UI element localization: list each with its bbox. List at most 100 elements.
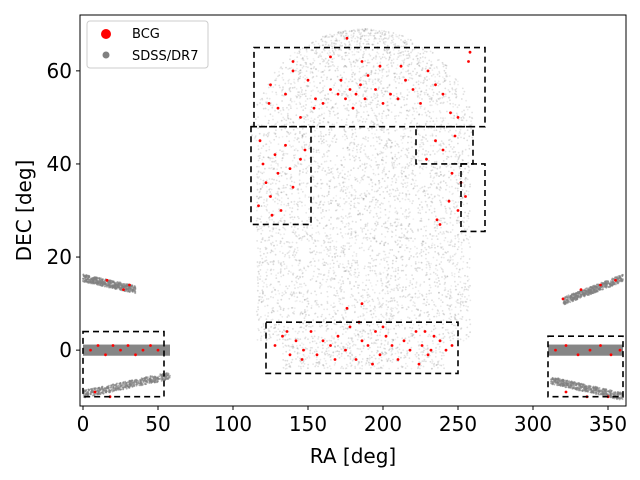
sdss-point	[357, 94, 360, 97]
sdss-point	[341, 222, 344, 224]
sdss-point	[373, 291, 376, 294]
sdss-point	[265, 192, 268, 195]
sdss-point	[355, 255, 358, 257]
sdss-point	[337, 204, 340, 207]
sdss-point	[395, 324, 397, 327]
sdss-point	[466, 261, 469, 264]
sdss-point	[271, 307, 274, 310]
sdss-point	[366, 307, 368, 310]
sdss-point	[323, 117, 325, 120]
sdss-point	[418, 64, 420, 67]
sdss-point	[437, 233, 440, 235]
sdss-point	[354, 131, 357, 134]
sdss-point	[451, 228, 454, 231]
sdss-point	[361, 229, 364, 231]
sdss-point	[267, 328, 270, 331]
sdss-point	[255, 226, 258, 229]
sdss-point	[257, 171, 260, 174]
sdss-point	[398, 156, 401, 159]
sdss-point	[384, 148, 387, 151]
sdss-point	[429, 72, 431, 74]
sdss-point	[329, 278, 332, 280]
sdss-point	[370, 71, 373, 74]
sdss-point	[295, 251, 298, 254]
sdss-point	[435, 129, 438, 132]
sdss-point	[415, 194, 417, 197]
sdss-point	[396, 187, 398, 190]
sdss-point	[463, 186, 466, 188]
sdss-point	[463, 239, 465, 242]
sdss-point	[332, 266, 335, 269]
sdss-point	[347, 170, 350, 173]
sdss-point	[439, 97, 441, 100]
sdss-point	[397, 221, 400, 224]
sdss-point	[320, 284, 323, 286]
sdss-point	[361, 367, 363, 370]
sdss-point	[341, 333, 344, 336]
sdss-point	[318, 281, 321, 284]
sdss-point	[307, 363, 310, 366]
sdss-point	[435, 235, 438, 238]
sdss-point	[418, 314, 421, 316]
sdss-point	[339, 190, 342, 193]
sdss-point	[353, 29, 355, 31]
sdss-point	[395, 179, 398, 182]
sdss-point	[308, 44, 311, 47]
sdss-point	[374, 357, 377, 360]
sdss-point	[442, 160, 445, 162]
sdss-point	[420, 261, 423, 264]
sdss-point	[438, 70, 441, 73]
sdss-point	[334, 42, 336, 45]
sdss-point	[299, 163, 302, 165]
sdss-point	[392, 46, 394, 49]
sdss-point	[251, 134, 253, 137]
sdss-point	[279, 283, 281, 286]
sdss-point	[266, 261, 269, 264]
sdss-point	[364, 205, 367, 208]
sdss-point	[442, 312, 445, 315]
sdss-point	[399, 240, 402, 242]
sdss-point	[348, 263, 350, 266]
sdss-point	[303, 363, 306, 365]
sdss-point	[440, 123, 443, 126]
sdss-point	[333, 278, 336, 280]
sdss-point	[347, 262, 350, 265]
sdss-point	[460, 232, 463, 235]
sdss-point	[418, 315, 420, 317]
sdss-point	[430, 200, 433, 203]
sdss-point	[328, 115, 331, 117]
sdss-point	[434, 76, 437, 78]
sdss-point	[256, 195, 258, 198]
sdss-point	[446, 328, 449, 331]
sdss-point	[378, 357, 380, 360]
sdss-point	[359, 219, 362, 221]
sdss-point	[272, 250, 275, 253]
sdss-point	[385, 155, 388, 158]
sdss-region-footprint-dome	[251, 28, 474, 370]
sdss-point	[362, 111, 365, 113]
sdss-point	[373, 354, 375, 357]
sdss-point	[387, 292, 389, 295]
sdss-point	[264, 305, 266, 308]
sdss-point	[338, 300, 341, 303]
sdss-point	[434, 220, 436, 223]
sdss-point	[260, 300, 263, 303]
sdss-point	[358, 181, 361, 184]
sdss-point	[309, 346, 312, 349]
sdss-point	[463, 137, 465, 140]
sdss-point	[367, 265, 370, 268]
sdss-point	[279, 313, 282, 316]
sdss-point	[432, 94, 434, 97]
sdss-point	[318, 251, 321, 254]
sdss-point	[465, 305, 467, 307]
sdss-point	[299, 268, 302, 271]
sdss-point	[352, 295, 354, 297]
sdss-point	[428, 268, 431, 271]
sdss-point	[283, 227, 286, 230]
sdss-point	[377, 303, 380, 306]
sdss-point	[379, 152, 381, 155]
sdss-point	[281, 170, 284, 173]
sdss-point	[416, 96, 419, 98]
sdss-point	[369, 34, 372, 37]
sdss-point	[349, 350, 352, 352]
